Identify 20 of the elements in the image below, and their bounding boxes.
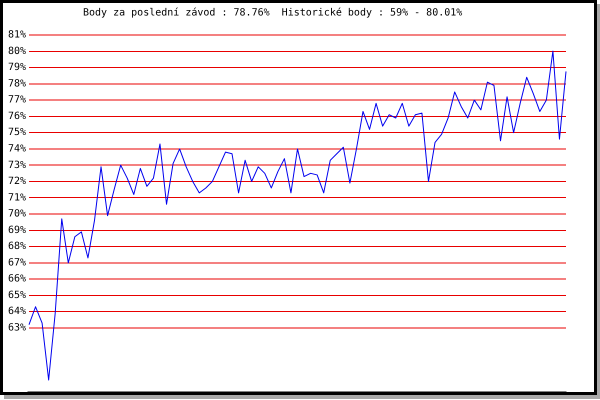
y-tick-label: 69% — [8, 224, 26, 236]
y-tick-label: 67% — [8, 257, 26, 268]
y-tick-label: 76% — [8, 110, 26, 122]
y-tick-label: 63% — [8, 322, 26, 334]
y-tick-label: 70% — [8, 208, 26, 220]
y-tick-label: 81% — [8, 30, 26, 41]
y-tick-label: 66% — [8, 274, 26, 285]
y-tick-label: 68% — [8, 241, 26, 252]
y-tick-label: 75% — [8, 127, 26, 138]
y-tick-label: 73% — [8, 160, 26, 171]
y-tick-label: 78% — [8, 78, 26, 90]
y-tick-label: 65% — [8, 290, 26, 301]
y-tick-label: 80% — [8, 46, 26, 57]
chart-title: Body za poslední závod : 78.76% Historické body : 59% - 80.01% — [83, 8, 462, 19]
y-tick-label: 64% — [8, 306, 26, 318]
y-tick-label: 72% — [8, 176, 26, 188]
y-tick-label: 74% — [8, 144, 26, 155]
y-tick-label: 79% — [8, 62, 26, 74]
y-tick-label: 77% — [8, 94, 26, 106]
y-tick-label: 71% — [8, 192, 26, 204]
